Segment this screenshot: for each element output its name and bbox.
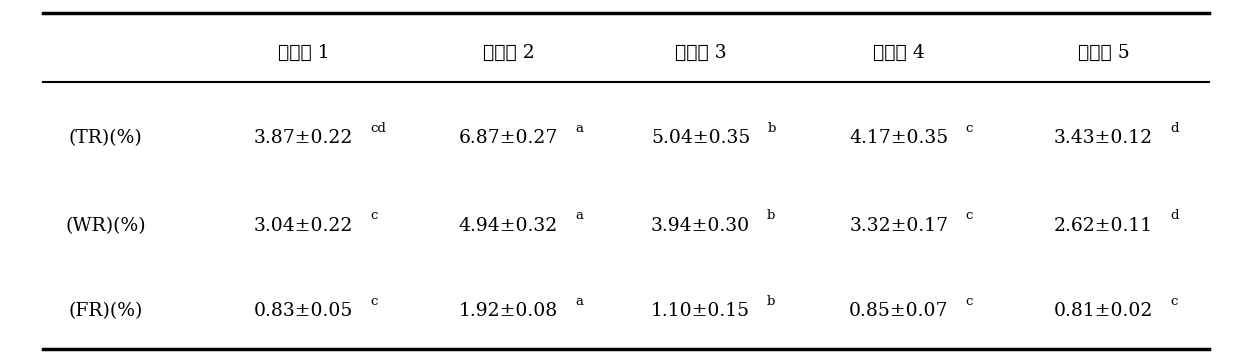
Text: 5.04±0.35: 5.04±0.35 — [651, 129, 750, 147]
Text: 1.92±0.08: 1.92±0.08 — [459, 302, 558, 320]
Text: (TR)(%): (TR)(%) — [68, 129, 143, 147]
Text: 实施例 5: 实施例 5 — [1078, 44, 1130, 62]
Text: 3.94±0.30: 3.94±0.30 — [651, 217, 750, 235]
Text: 4.94±0.32: 4.94±0.32 — [459, 217, 558, 235]
Text: 实施例 3: 实施例 3 — [675, 44, 727, 62]
Text: d: d — [1171, 209, 1178, 222]
Text: 3.04±0.22: 3.04±0.22 — [254, 217, 353, 235]
Text: 4.17±0.35: 4.17±0.35 — [849, 129, 949, 147]
Text: a: a — [575, 209, 583, 222]
Text: 实施例 4: 实施例 4 — [873, 44, 925, 62]
Text: 实施例 2: 实施例 2 — [482, 44, 534, 62]
Text: 0.83±0.05: 0.83±0.05 — [254, 302, 353, 320]
Text: 0.85±0.07: 0.85±0.07 — [849, 302, 949, 320]
Text: a: a — [575, 295, 583, 308]
Text: (WR)(%): (WR)(%) — [64, 217, 146, 235]
Text: 0.81±0.02: 0.81±0.02 — [1054, 302, 1153, 320]
Text: b: b — [768, 295, 775, 308]
Text: 3.43±0.12: 3.43±0.12 — [1054, 129, 1153, 147]
Text: c: c — [966, 295, 973, 308]
Text: 2.62±0.11: 2.62±0.11 — [1054, 217, 1153, 235]
Text: (FR)(%): (FR)(%) — [68, 302, 143, 320]
Text: a: a — [575, 122, 583, 135]
Text: b: b — [768, 122, 775, 135]
Text: 3.87±0.22: 3.87±0.22 — [254, 129, 353, 147]
Text: d: d — [1171, 122, 1178, 135]
Text: 6.87±0.27: 6.87±0.27 — [459, 129, 558, 147]
Text: c: c — [371, 209, 378, 222]
Text: c: c — [371, 295, 378, 308]
Text: b: b — [768, 209, 775, 222]
Text: c: c — [966, 209, 973, 222]
Text: 3.32±0.17: 3.32±0.17 — [849, 217, 949, 235]
Text: 实施例 1: 实施例 1 — [278, 44, 330, 62]
Text: cd: cd — [371, 122, 387, 135]
Text: c: c — [966, 122, 973, 135]
Text: 1.10±0.15: 1.10±0.15 — [651, 302, 750, 320]
Text: c: c — [1171, 295, 1178, 308]
